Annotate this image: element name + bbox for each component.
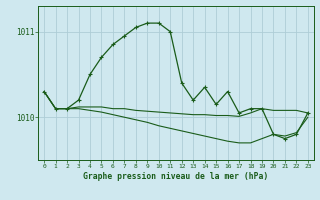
X-axis label: Graphe pression niveau de la mer (hPa): Graphe pression niveau de la mer (hPa) [84,172,268,181]
